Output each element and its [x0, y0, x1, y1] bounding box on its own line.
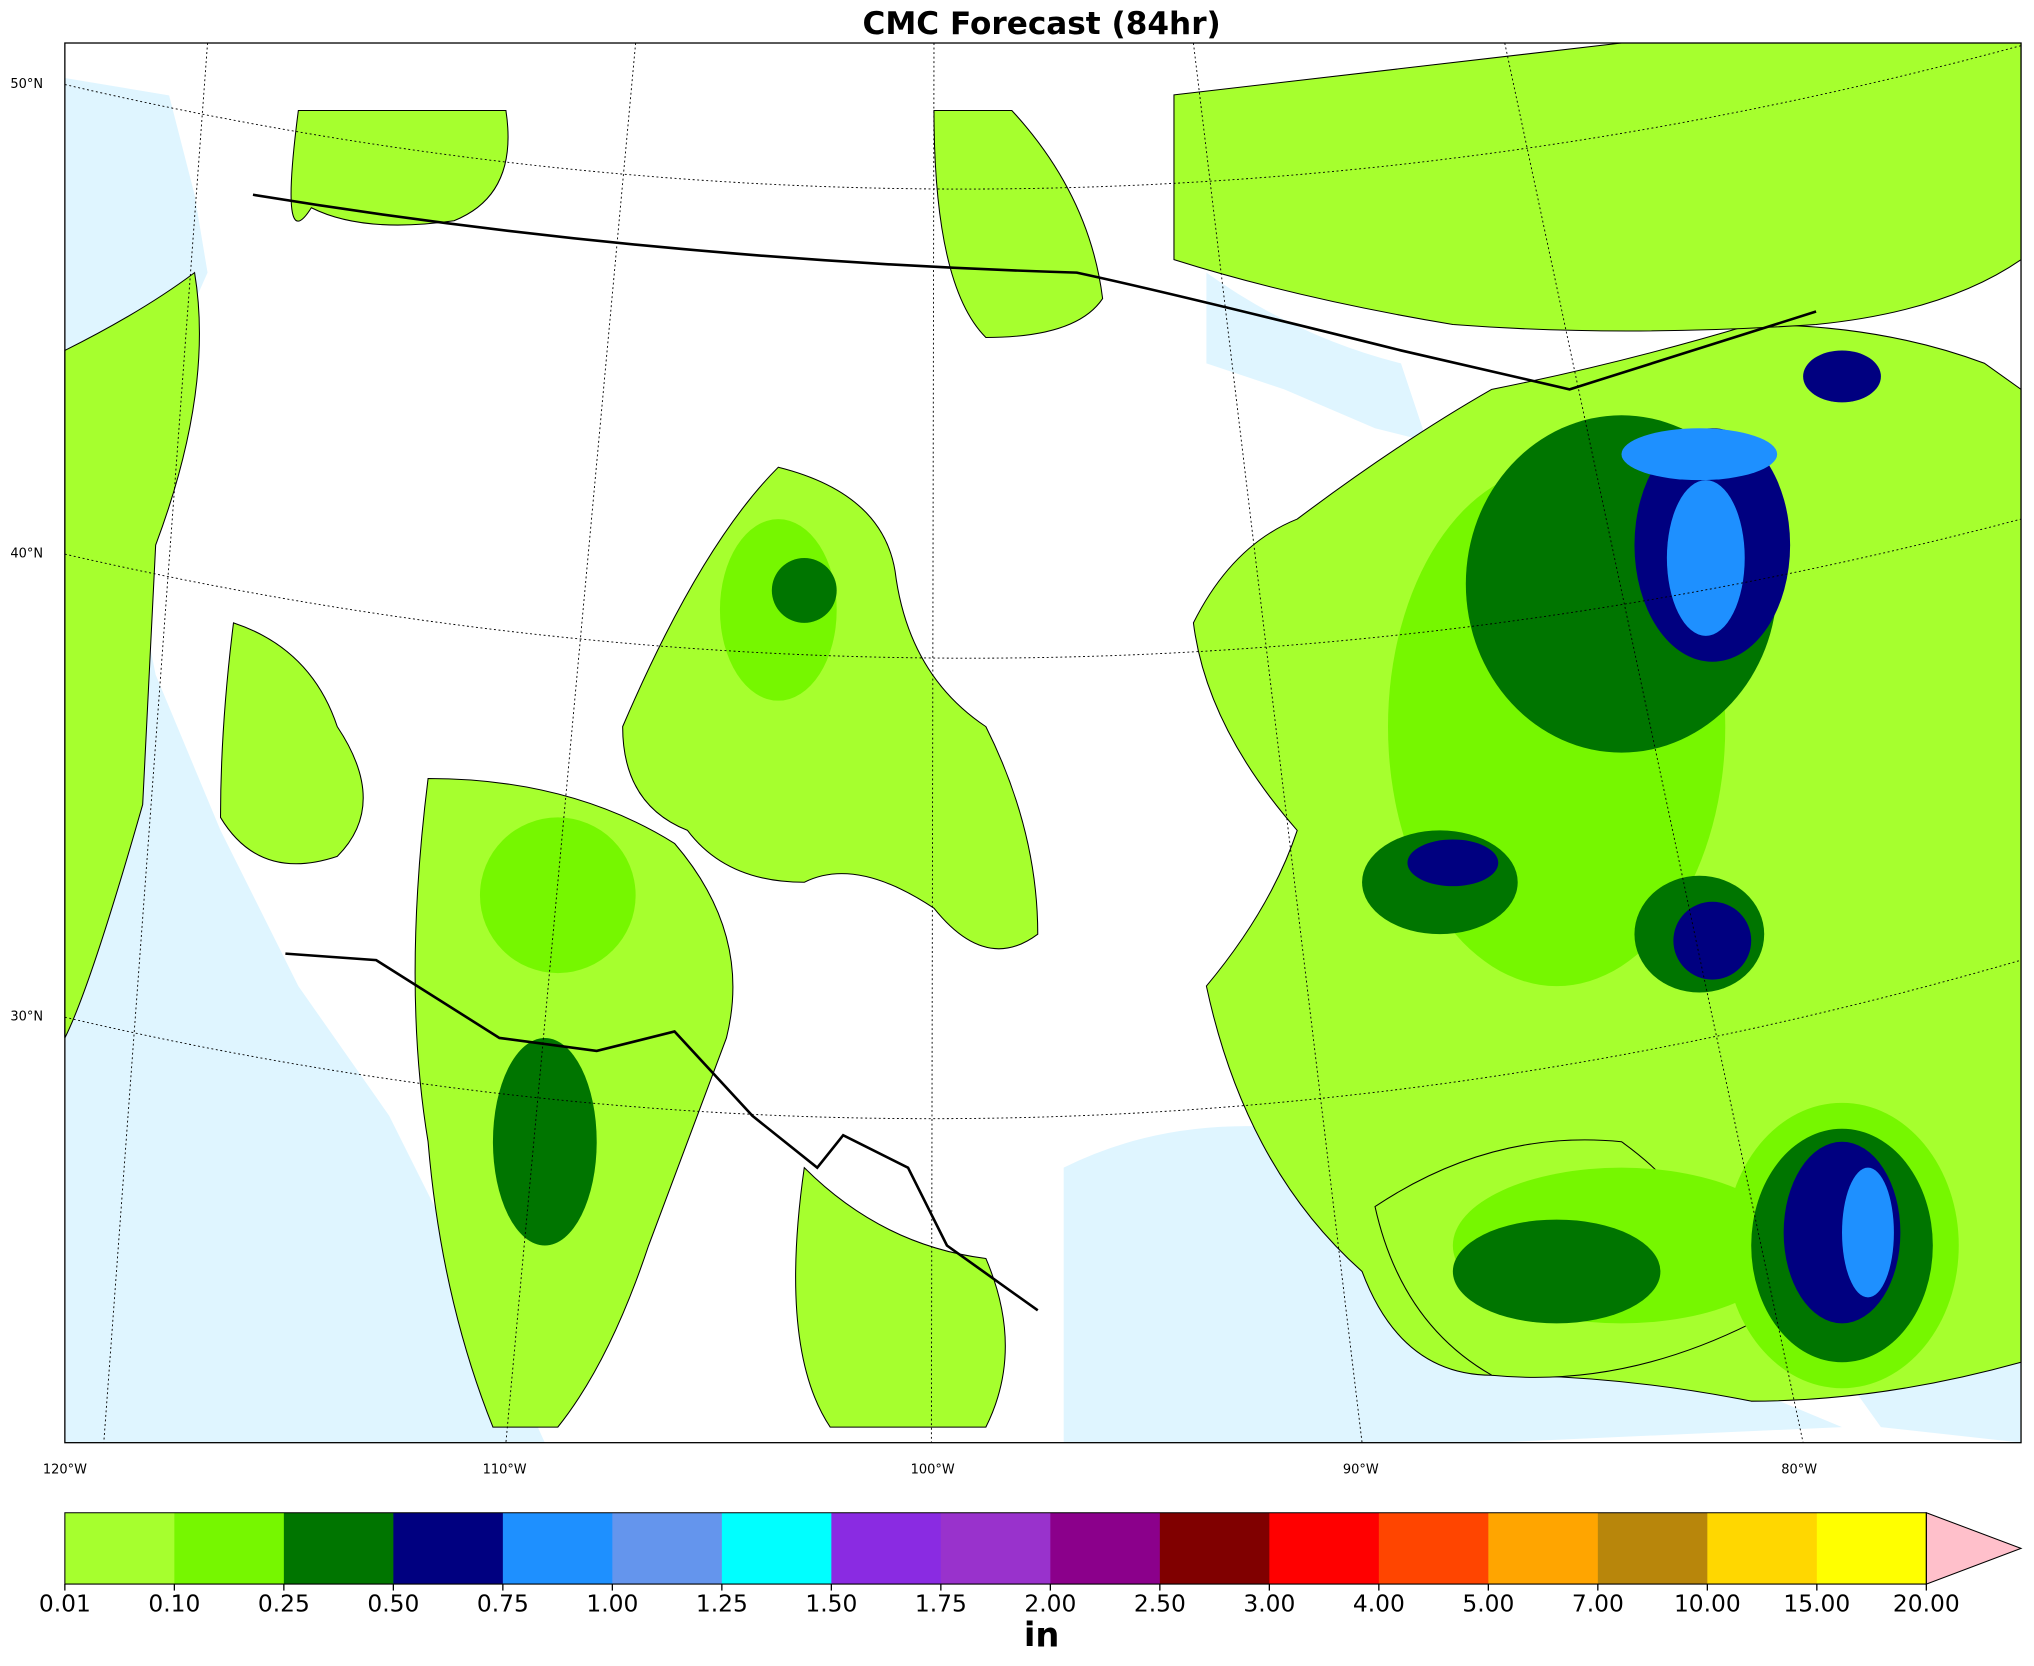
latitude-label: 50°N	[10, 77, 43, 92]
outside-domain	[64, 43, 2022, 111]
colorbar-segment	[1597, 1512, 1708, 1585]
latitude-label: 30°N	[10, 1010, 43, 1025]
colorbar-segment	[1378, 1512, 1489, 1585]
map	[64, 42, 2022, 1444]
colorbar-unit: in	[1024, 1616, 1060, 1655]
colorbar-tick-label: 4.00	[1353, 1589, 1405, 1617]
graticule	[64, 42, 2022, 1443]
longitude-labels: 120°W 110°W 100°W 90°W 80°W	[43, 1462, 1817, 1477]
pacific-ocean	[64, 43, 545, 1443]
colorbar-tick-label: 0.25	[258, 1589, 310, 1617]
colorbar: 0.01 0.10 0.25 0.50 0.75 1.00 1.25 1.50 1.75 2.00…	[39, 1511, 2023, 1617]
colorbar-tick-label: 0.50	[367, 1589, 419, 1617]
colorbar-segment	[940, 1512, 1051, 1585]
colorbar-tick-label: 2.50	[1134, 1589, 1186, 1617]
map-frame	[64, 42, 2022, 1444]
border	[252, 193, 1817, 391]
colorbar-segment	[1050, 1512, 1161, 1585]
colorbar-segment	[1269, 1512, 1380, 1585]
colorbar-segment	[721, 1512, 832, 1585]
longitude-label: 110°W	[483, 1462, 527, 1477]
colorbar-tick-label: 15.00	[1783, 1589, 1850, 1617]
colorbar-tick-label: 7.00	[1572, 1589, 1624, 1617]
colorbar-tick-label: 1.50	[805, 1589, 857, 1617]
colorbar-tick-label: 1.25	[696, 1589, 748, 1617]
colorbar-segment	[1488, 1512, 1599, 1585]
border	[285, 952, 1039, 1312]
colorbar-segment	[393, 1512, 504, 1585]
colorbar-tick-label: 0.01	[39, 1589, 91, 1617]
longitude-label: 90°W	[1343, 1462, 1379, 1477]
colorbar-segment	[174, 1512, 285, 1585]
colorbar-segment	[502, 1512, 614, 1585]
colorbar-extend	[1925, 1511, 2023, 1585]
colorbar-tick-label: 2.00	[1024, 1589, 1076, 1617]
precip-extreme	[1621, 428, 1894, 1298]
longitude-label: 100°W	[911, 1462, 955, 1477]
colorbar-tick-label: 20.00	[1893, 1589, 1960, 1617]
colorbar-segment	[1159, 1512, 1270, 1585]
colorbar-segment	[831, 1512, 942, 1585]
colorbar-tick-label: 0.10	[148, 1589, 200, 1617]
colorbar-tick-label: 10.00	[1674, 1589, 1741, 1617]
colorbar-tick-label: 1.00	[586, 1589, 638, 1617]
colorbar-tick-label: 1.75	[915, 1589, 967, 1617]
colorbar-tick-label: 5.00	[1462, 1589, 1514, 1617]
colorbar-segment	[1707, 1512, 1818, 1585]
colorbar-segment	[64, 1512, 176, 1585]
colorbar-segment	[612, 1512, 723, 1585]
longitude-label: 120°W	[43, 1462, 87, 1477]
colorbar-segment	[1816, 1512, 1927, 1585]
colorbar-segment	[283, 1512, 395, 1585]
colorbar-tick-label: 3.00	[1243, 1589, 1295, 1617]
map-title: CMC Forecast (84hr)	[862, 6, 1220, 42]
latitude-label: 40°N	[10, 547, 43, 562]
longitude-label: 80°W	[1781, 1462, 1817, 1477]
colorbar-tick-label: 0.75	[477, 1589, 529, 1617]
latitude-labels: 50°N 40°N 30°N	[10, 77, 43, 1025]
